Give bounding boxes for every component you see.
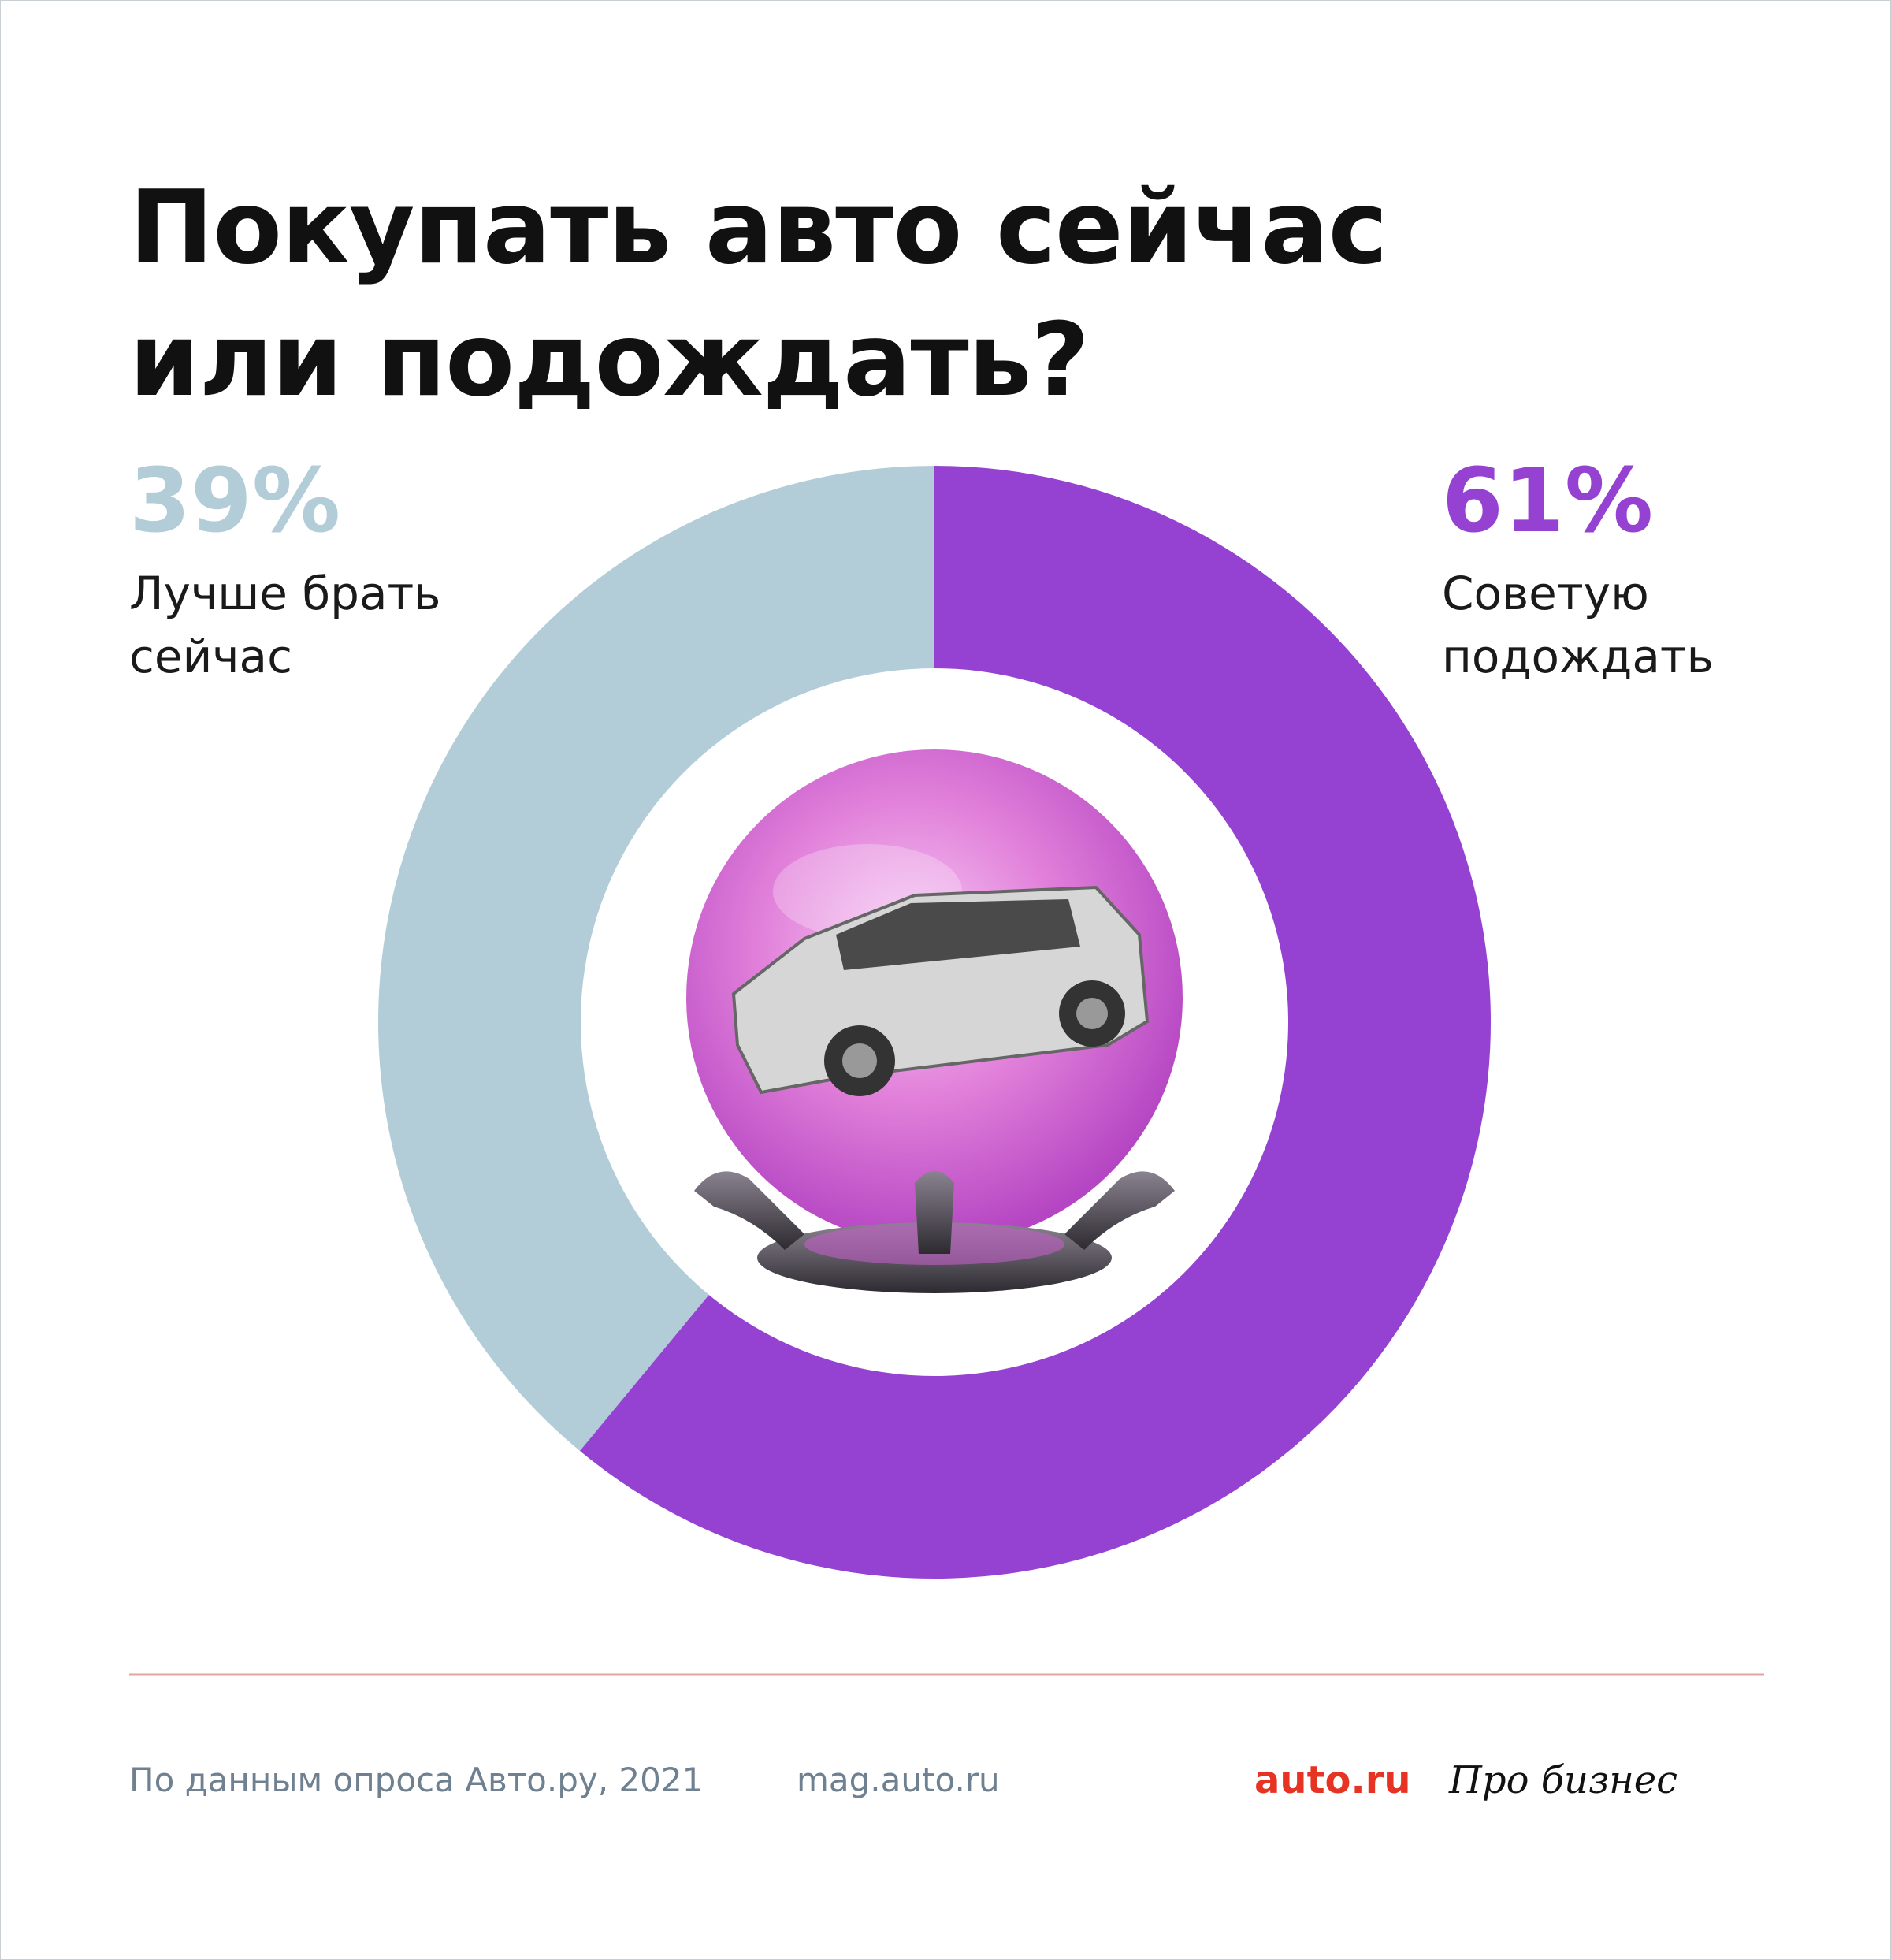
value-label: 61%	[1442, 450, 1654, 552]
logo-auto-ru: auto.ru	[1254, 1758, 1411, 1802]
site-link: mag.auto.ru	[797, 1761, 1000, 1799]
source-note: По данным опроса Авто.ру, 2021	[129, 1761, 704, 1799]
category-label: Советую подождать	[1442, 567, 1714, 683]
chart-title: Покупать авто сейчас или подождать?	[129, 169, 1388, 419]
donut-slice	[579, 466, 1492, 1579]
logo-pro-biznes: Про бизнес	[1449, 1758, 1678, 1802]
value-label: 39%	[129, 450, 341, 552]
donut-slice	[378, 466, 934, 1451]
crystal-ball-illustration	[686, 749, 1183, 1293]
category-label: Лучше брать сейчас	[129, 567, 441, 683]
